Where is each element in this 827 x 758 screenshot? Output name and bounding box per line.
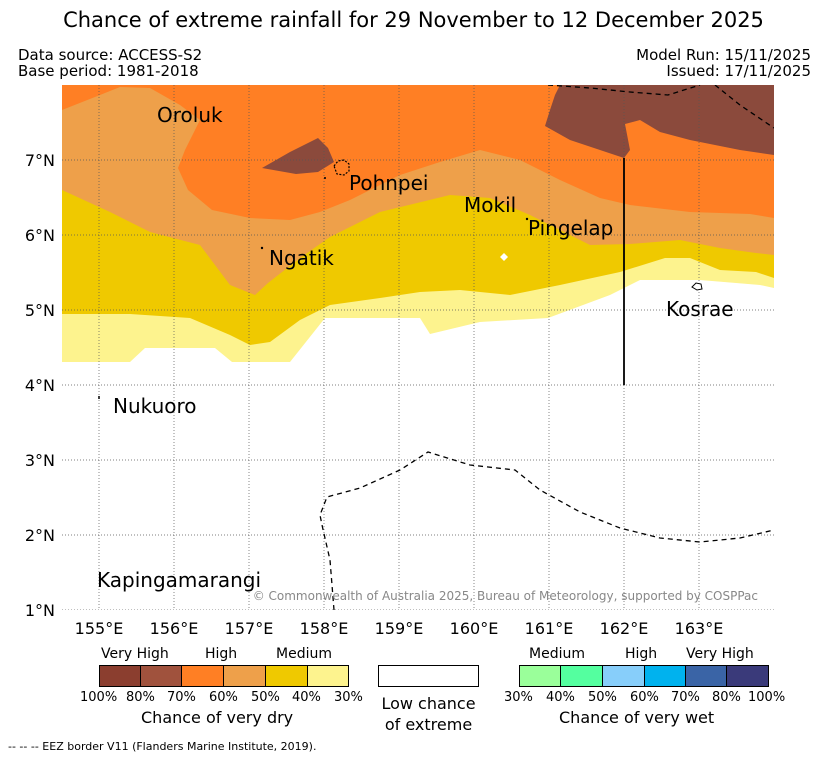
label-mokil: Mokil bbox=[464, 193, 516, 217]
legend-low-line2: of extreme bbox=[384, 715, 473, 734]
label-kosrae: Kosrae bbox=[666, 297, 734, 321]
lon-label: 160°E bbox=[450, 619, 499, 638]
legend-wet-swatch bbox=[602, 665, 645, 687]
lon-label: 162°E bbox=[600, 619, 649, 638]
legend-wet-tick: 100% bbox=[748, 690, 786, 705]
legend-dry-tick: 30% bbox=[334, 690, 363, 705]
issued-date: Issued: 17/11/2025 bbox=[666, 62, 811, 80]
legend-dry-tick: 60% bbox=[209, 690, 238, 705]
legend-wet-tick: 60% bbox=[630, 690, 659, 705]
legend-wet-tick: 30% bbox=[504, 690, 533, 705]
legend-wet-tick: 50% bbox=[588, 690, 617, 705]
lon-label: 155°E bbox=[75, 619, 124, 638]
legend-low-line1: Low chance bbox=[381, 694, 476, 713]
lon-label: 159°E bbox=[375, 619, 424, 638]
lat-label: 6°N bbox=[25, 226, 55, 245]
lon-label: 163°E bbox=[675, 619, 724, 638]
copyright: © Commonwealth of Australia 2025, Bureau… bbox=[253, 589, 758, 603]
legend-wet-swatch bbox=[519, 665, 561, 687]
base-period: Base period: 1981-2018 bbox=[18, 62, 199, 80]
legend-wet-swatch bbox=[644, 665, 686, 687]
lat-axis: 7°N 6°N 5°N 4°N 3°N 2°N 1°N bbox=[25, 151, 55, 620]
legend-dry-header: High bbox=[205, 646, 238, 662]
map-area bbox=[62, 85, 774, 610]
legend-dry-swatch bbox=[140, 665, 182, 687]
legend-wet-header: Very High bbox=[686, 646, 754, 662]
legend-dry-tick: 40% bbox=[292, 690, 321, 705]
mokil-island-icon bbox=[500, 253, 508, 261]
label-pingelap: Pingelap bbox=[528, 216, 613, 240]
lon-label: 161°E bbox=[525, 619, 574, 638]
legend-dry-swatch bbox=[99, 665, 141, 687]
kosrae-island-icon bbox=[691, 282, 703, 291]
lat-label: 4°N bbox=[25, 376, 55, 395]
eez-border bbox=[319, 85, 774, 610]
lon-axis: 155°E 156°E 157°E 158°E 159°E 160°E 161°… bbox=[75, 619, 724, 638]
zone-dry-70-80-pohnpei bbox=[262, 138, 334, 174]
oroluk-island-icon bbox=[324, 177, 326, 179]
model-run: Model Run: 15/11/2025 bbox=[636, 46, 811, 64]
legend-wet-title: Chance of very wet bbox=[559, 708, 715, 727]
data-source: Data source: ACCESS-S2 bbox=[18, 46, 203, 64]
legend-dry-tick: 70% bbox=[167, 690, 196, 705]
legend-wet-tick: 80% bbox=[712, 690, 741, 705]
legend-wet-swatch bbox=[726, 665, 769, 687]
legend-wet-swatch bbox=[560, 665, 603, 687]
label-nukuoro: Nukuoro bbox=[113, 394, 197, 418]
legend-dry-header: Very High bbox=[101, 646, 169, 662]
label-oroluk: Oroluk bbox=[157, 103, 223, 127]
legend-dry-tick: 100% bbox=[80, 690, 118, 705]
legend-dry-swatch bbox=[181, 665, 224, 687]
lon-label: 156°E bbox=[150, 619, 199, 638]
pingelap-island-icon bbox=[525, 217, 529, 221]
label-pohnpei: Pohnpei bbox=[349, 171, 429, 195]
lat-label: 2°N bbox=[25, 526, 55, 545]
page-title: Chance of extreme rainfall for 29 Novemb… bbox=[63, 8, 764, 32]
legend-dry-tick: 50% bbox=[251, 690, 280, 705]
lat-label: 1°N bbox=[25, 601, 55, 620]
legend-wet-tick: 70% bbox=[671, 690, 700, 705]
lon-label: 157°E bbox=[225, 619, 274, 638]
lat-label: 3°N bbox=[25, 451, 55, 470]
legend-dry-title: Chance of very dry bbox=[141, 708, 294, 727]
lon-label: 158°E bbox=[300, 619, 349, 638]
legend-dry-swatch bbox=[223, 665, 266, 687]
footnote: -- -- -- EEZ border V11 (Flanders Marine… bbox=[8, 740, 317, 753]
label-kapingamarangi: Kapingamarangi bbox=[97, 568, 261, 592]
pohnpei-island-icon bbox=[333, 159, 350, 176]
legend-wet-header: Medium bbox=[529, 646, 585, 662]
legend-dry-header: Medium bbox=[276, 646, 332, 662]
legend-dry-swatch bbox=[307, 665, 349, 687]
legend-wet-swatch bbox=[685, 665, 727, 687]
zone-dry-70-80-east bbox=[545, 85, 774, 158]
legend-low-swatch bbox=[378, 665, 479, 687]
legend-dry-tick: 80% bbox=[126, 690, 155, 705]
legend-wet-tick: 40% bbox=[546, 690, 575, 705]
label-ngatik: Ngatik bbox=[269, 246, 334, 270]
lat-label: 5°N bbox=[25, 301, 55, 320]
ngatik-island-icon bbox=[260, 246, 264, 250]
legend-dry-swatch bbox=[265, 665, 308, 687]
legend-wet-header: High bbox=[625, 646, 658, 662]
lat-label: 7°N bbox=[25, 151, 55, 170]
